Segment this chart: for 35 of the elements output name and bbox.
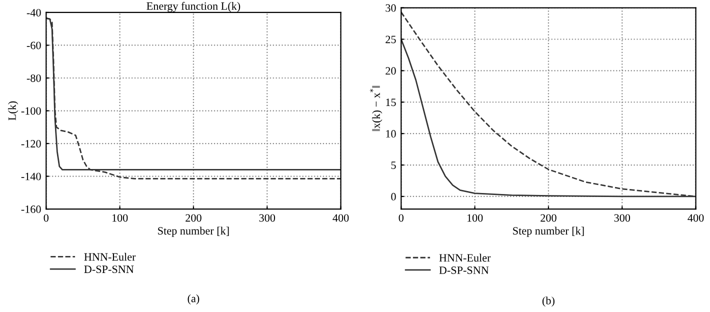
x-axis-title: Step number [k] [513,226,584,237]
legend-label: HNN-Euler [439,254,491,262]
y-tick-label: -100 [21,107,41,115]
y-tick-label: 30 [386,4,396,12]
y-tick-label: 0 [391,192,396,200]
y-tick-label: -160 [21,206,41,214]
y-tick-label: 10 [386,130,396,138]
x-tick-label: 300 [259,214,276,222]
x-tick-label: 0 [44,214,49,222]
x-tick-label: 100 [112,214,128,222]
x-axis-title: Step number [k] [158,226,229,237]
x-tick-label: 400 [332,214,349,222]
y-tick-label: -60 [26,42,41,50]
y-tick-label: 5 [391,162,396,169]
x-tick-label: 200 [186,214,202,222]
x-tick-label: 400 [688,214,704,222]
legend-label: HNN-Euler [84,252,136,261]
legend-label: D-SP-SNN [439,266,489,274]
y-tick-label: 20 [386,67,396,75]
x-tick-label: 200 [540,214,556,222]
y-axis-title: ‖x(k) − x$^{*}$‖ [370,86,382,131]
y-tick-label: -140 [21,172,41,180]
text: (b) [542,296,554,307]
text: (a) [188,294,200,304]
x-tick-label: 100 [467,214,483,222]
x-tick-label: 0 [398,214,404,222]
y-tick-label: -40 [26,8,41,16]
chart-title: Energy function L(k) [146,2,240,12]
legend-label: D-SP-SNN [84,266,134,274]
y-tick-label: 25 [386,36,396,44]
x-tick-label: 300 [614,214,630,222]
y-tick-label: 15 [386,98,396,106]
y-tick-label: -120 [21,140,41,148]
y-tick-label: -80 [26,74,41,82]
y-axis-title: L(k) [8,101,18,120]
